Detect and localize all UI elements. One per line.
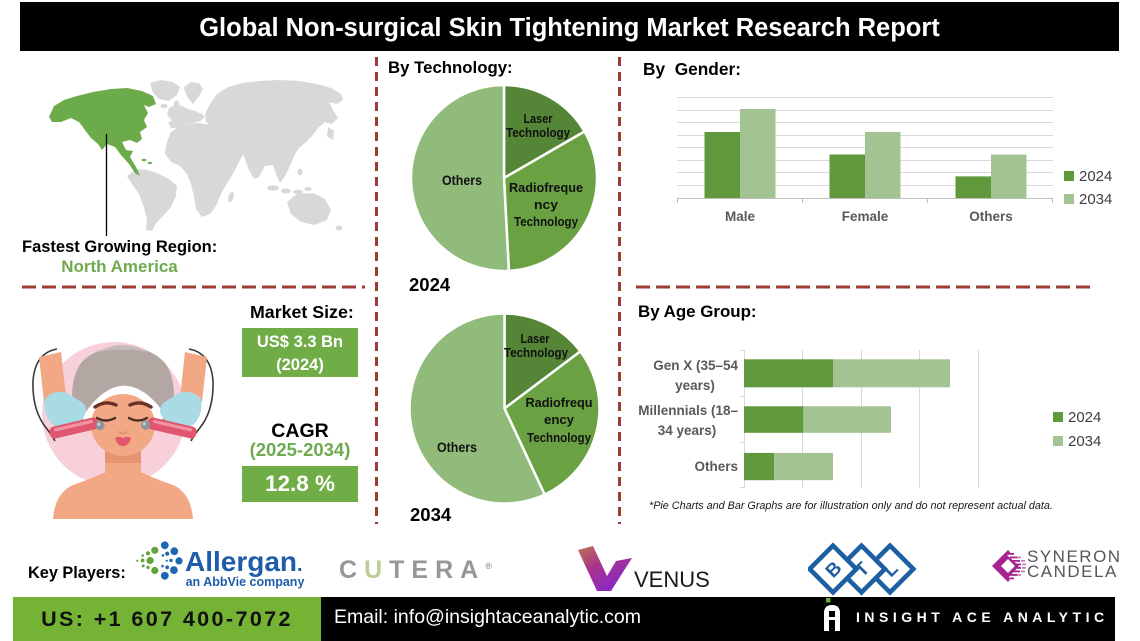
svg-text:Technology: Technology	[506, 125, 571, 140]
svg-text:2034: 2034	[1079, 191, 1112, 208]
svg-text:2034: 2034	[1068, 433, 1101, 450]
svg-text:Laser: Laser	[524, 111, 553, 126]
svg-text:years): years)	[675, 378, 715, 393]
svg-text:2024: 2024	[1079, 168, 1112, 185]
svg-text:Technology: Technology	[514, 214, 579, 229]
svg-text:ncy: ncy	[534, 197, 559, 212]
svg-text:Technology: Technology	[504, 345, 569, 360]
svg-text:Others: Others	[442, 173, 482, 188]
svg-text:Gen X (35–54: Gen X (35–54	[653, 358, 738, 373]
svg-text:Radiofrequ: Radiofrequ	[526, 395, 593, 410]
svg-text:Female: Female	[842, 209, 889, 224]
svg-text:Technology: Technology	[527, 430, 592, 445]
svg-text:34 years): 34 years)	[658, 423, 717, 438]
svg-text:Others: Others	[969, 209, 1013, 224]
svg-text:Male: Male	[725, 209, 756, 224]
svg-text:Laser: Laser	[521, 331, 550, 346]
svg-text:Others: Others	[694, 459, 738, 474]
svg-text:2024: 2024	[1068, 409, 1101, 426]
svg-text:Radiofreque: Radiofreque	[509, 180, 583, 195]
svg-text:Others: Others	[437, 440, 477, 455]
svg-text:ency: ency	[544, 412, 575, 427]
svg-text:Millennials (18–: Millennials (18–	[638, 403, 738, 418]
